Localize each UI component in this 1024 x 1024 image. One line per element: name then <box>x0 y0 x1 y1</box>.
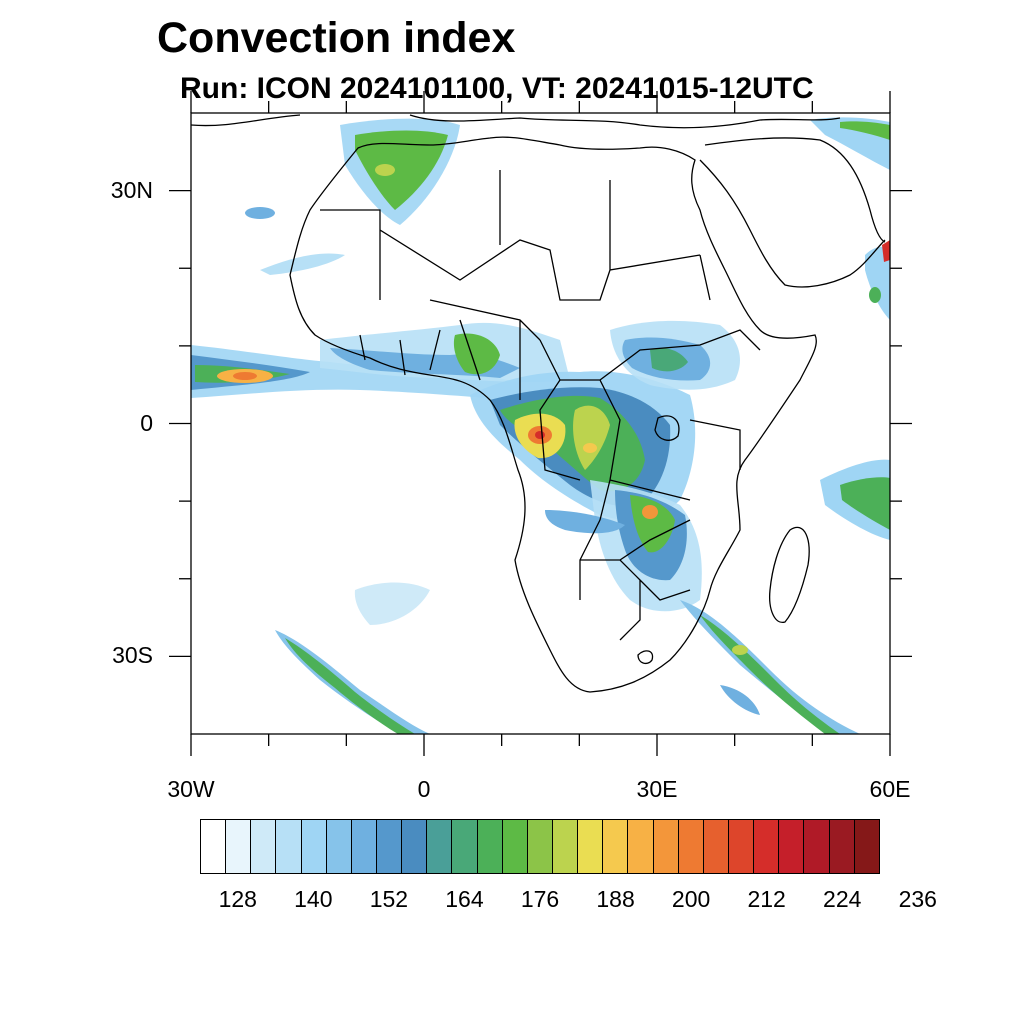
europe-coastline <box>191 114 841 129</box>
lon-tick-label: 0 <box>417 776 431 802</box>
mozambique-band-core <box>700 615 840 734</box>
colorbar-label: 164 <box>445 886 484 912</box>
colorbar-swatch <box>502 820 528 873</box>
lon-tick-label: 30W <box>167 776 215 802</box>
colorbar-swatch <box>728 820 755 873</box>
convection-field-layer <box>191 117 890 734</box>
coastline-border-layer <box>191 114 886 693</box>
colorbar-label: 224 <box>823 886 862 912</box>
drc-orange-cell <box>583 443 597 453</box>
angola-streak <box>545 510 625 534</box>
nw-africa-core <box>355 130 448 210</box>
lon-tick-label: 60E <box>869 776 911 802</box>
arabia-core <box>840 121 890 140</box>
zambia-orange <box>642 505 658 519</box>
colorbar-swatch <box>578 820 604 873</box>
colorbar-swatch <box>703 820 729 873</box>
colorbar-swatch <box>276 820 302 873</box>
indian-ocean-south <box>720 685 760 715</box>
colorbar-swatch <box>427 820 453 873</box>
map-title: Convection index <box>157 14 516 62</box>
colorbar-label: 152 <box>369 886 409 912</box>
colorbar-swatch <box>854 820 879 873</box>
colorbar-swatch <box>477 820 503 873</box>
colorbar-label: 236 <box>898 886 937 912</box>
colorbar-swatch <box>326 820 352 873</box>
arabia-coastline <box>699 137 886 288</box>
madagascar-coastline <box>769 526 810 623</box>
colorbar-swatch <box>552 820 579 873</box>
colorbar-swatch <box>678 820 704 873</box>
colorbar-swatch <box>351 820 377 873</box>
colorbar-swatch <box>779 820 805 873</box>
itcz-atlantic-max <box>233 372 257 380</box>
colorbar-swatch <box>603 820 629 873</box>
ethiopia-cells <box>650 348 688 372</box>
colorbar <box>200 819 880 874</box>
indian-ocean-core <box>840 477 890 530</box>
country-borders <box>320 170 761 641</box>
colorbar-swatch <box>628 820 654 873</box>
axis-ticks <box>169 91 912 756</box>
mozambique-yellow <box>732 645 748 655</box>
lake-victoria <box>654 415 680 441</box>
colorbar-swatch <box>829 820 855 873</box>
colorbar-label: 128 <box>218 886 257 912</box>
nigeria-cells <box>453 333 500 375</box>
lat-tick-label: 30N <box>110 176 153 203</box>
colorbar-swatch <box>804 820 830 873</box>
colorbar-label: 188 <box>596 886 635 912</box>
lon-tick-label: 30E <box>636 776 678 802</box>
colorbar-swatch <box>402 820 428 873</box>
south-atlantic-band <box>275 630 430 734</box>
itcz-atlantic-band <box>191 345 520 400</box>
south-atlantic-light <box>354 582 430 625</box>
colorbar-label: 200 <box>671 886 711 912</box>
colorbar-swatch <box>376 820 403 873</box>
nw-africa-yellow <box>375 164 395 176</box>
zambia-green <box>630 495 675 553</box>
south-atlantic-core <box>285 638 415 734</box>
lesotho-border <box>637 650 654 665</box>
colorbar-label: 212 <box>747 886 786 912</box>
colorbar-label: 140 <box>294 886 333 912</box>
colorbar-swatch <box>527 820 553 873</box>
map-subtitle: Run: ICON 2024101100, VT: 20241015-12UTC <box>180 72 814 105</box>
lat-tick-label: 30S <box>112 642 153 669</box>
oman-cell <box>869 287 881 303</box>
colorbar-swatch <box>301 820 327 873</box>
colorbar-swatch <box>653 820 679 873</box>
colorbar-swatch <box>201 820 227 873</box>
congo-max-core <box>535 431 545 439</box>
atlantic-streak-north <box>260 253 345 275</box>
lat-tick-label: 0 <box>140 409 153 436</box>
atlantic-cell-north <box>245 207 275 219</box>
colorbar-swatch <box>251 820 277 873</box>
colorbar-swatch <box>754 820 780 873</box>
colorbar-label: 176 <box>520 886 560 912</box>
africa-coastline <box>289 136 817 693</box>
oman-convection <box>865 246 890 320</box>
oman-hot <box>882 240 890 262</box>
colorbar-swatch <box>452 820 478 873</box>
drc-yellow-cells <box>573 405 610 470</box>
colorbar-swatch <box>226 820 252 873</box>
